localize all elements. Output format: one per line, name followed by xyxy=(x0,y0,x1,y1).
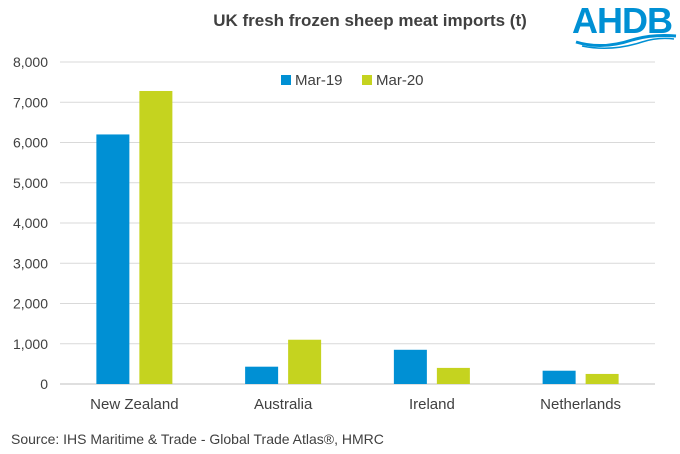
x-axis: New Zealand Australia Ireland Netherlands xyxy=(90,396,621,413)
bar-mar-19-new-zealand xyxy=(96,134,130,384)
bar-mar-20-australia xyxy=(288,339,322,384)
y-tick-label: 4,000 xyxy=(13,215,48,231)
bar-mar-19-ireland xyxy=(393,349,427,384)
x-tick-label: New Zealand xyxy=(90,396,178,413)
y-tick-label: 2,000 xyxy=(13,296,48,312)
y-tick-label: 0 xyxy=(40,376,48,392)
y-tick-label: 1,000 xyxy=(13,336,48,352)
bar-mar-20-netherlands xyxy=(585,373,619,384)
y-tick-label: 6,000 xyxy=(13,135,48,151)
y-axis: 0 1,000 2,000 3,000 4,000 5,000 6,000 7,000 8,00… xyxy=(13,54,48,392)
ahdb-logo: AHDB xyxy=(572,2,678,50)
y-tick-label: 8,000 xyxy=(13,54,48,70)
source-note: Source: IHS Maritime & Trade - Global Tr… xyxy=(11,431,384,447)
logo-text: AHDB xyxy=(572,0,673,41)
legend-label: Mar-20 xyxy=(376,72,424,89)
y-tick-label: 3,000 xyxy=(13,255,48,271)
x-tick-label: Netherlands xyxy=(540,396,621,413)
x-tick-label: Australia xyxy=(254,396,313,413)
x-tick-label: Ireland xyxy=(409,396,455,413)
bar-mar-19-netherlands xyxy=(542,370,576,384)
legend-swatch xyxy=(281,75,291,85)
legend: Mar-19 Mar-20 xyxy=(281,72,424,89)
bar-mar-20-ireland xyxy=(436,367,470,384)
y-tick-label: 5,000 xyxy=(13,175,48,191)
y-tick-label: 7,000 xyxy=(13,94,48,110)
legend-label: Mar-19 xyxy=(295,72,343,89)
bar-mar-20-new-zealand xyxy=(139,90,173,384)
chart-title: UK fresh frozen sheep meat imports (t) xyxy=(213,11,527,30)
logo-swoosh-icon xyxy=(575,34,677,49)
bars xyxy=(96,90,619,384)
legend-swatch xyxy=(362,75,372,85)
bar-mar-19-australia xyxy=(245,366,279,384)
